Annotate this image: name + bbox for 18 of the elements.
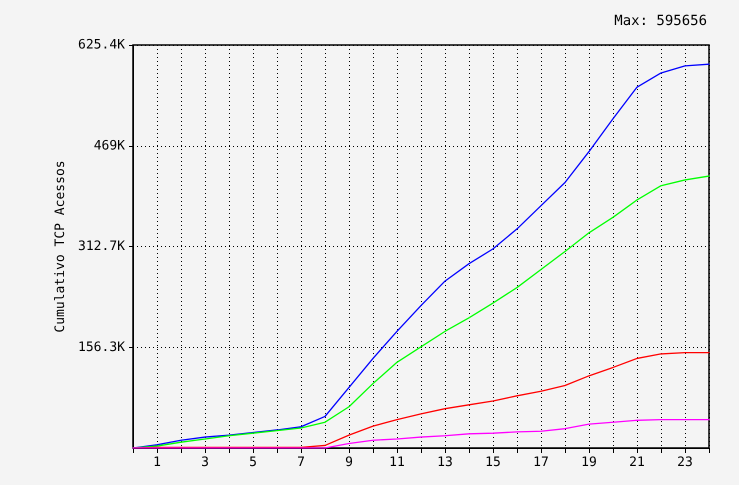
- y-tick-label: 312.7K: [78, 239, 126, 254]
- x-tick-label: 7: [297, 455, 305, 470]
- text: Max: 595656: [614, 13, 708, 29]
- x-tick-label: 11: [389, 455, 405, 470]
- x-tick-label: 9: [345, 455, 353, 470]
- y-tick-label: 156.3K: [78, 340, 126, 355]
- x-tick-label: 15: [485, 455, 501, 470]
- y-axis-title: Cumulativo TCP Acessos: [53, 160, 68, 333]
- y-tick-label: 625.4K: [78, 38, 126, 52]
- x-tick-label: 21: [629, 455, 645, 470]
- y-tick-label: 469K: [94, 138, 126, 154]
- x-tick-label: 23: [677, 455, 693, 470]
- x-tick-label: 13: [437, 455, 453, 470]
- x-tick-label: 3: [201, 455, 209, 470]
- x-tick-label: 1: [153, 455, 161, 470]
- x-tick-label: 5: [249, 455, 257, 470]
- x-tick-label: 17: [533, 455, 549, 470]
- x-tick-label: 19: [581, 455, 597, 470]
